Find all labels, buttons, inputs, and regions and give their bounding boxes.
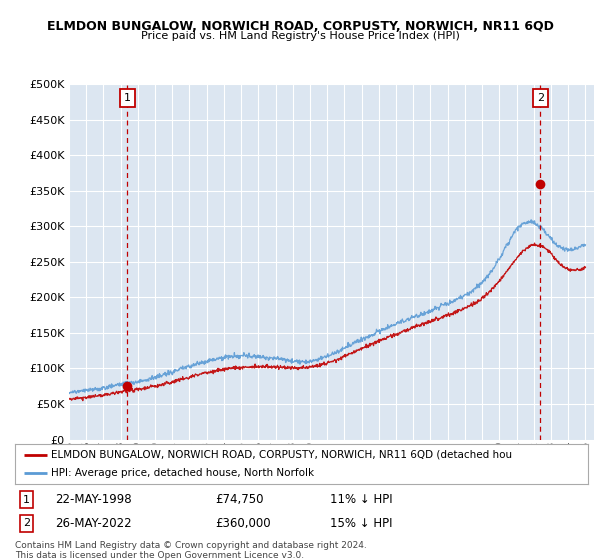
Text: £360,000: £360,000: [215, 517, 271, 530]
Text: 2: 2: [537, 93, 544, 103]
Text: 2: 2: [23, 518, 30, 528]
Text: 1: 1: [124, 93, 131, 103]
Text: ELMDON BUNGALOW, NORWICH ROAD, CORPUSTY, NORWICH, NR11 6QD: ELMDON BUNGALOW, NORWICH ROAD, CORPUSTY,…: [47, 20, 553, 32]
Text: 26-MAY-2022: 26-MAY-2022: [55, 517, 132, 530]
Text: HPI: Average price, detached house, North Norfolk: HPI: Average price, detached house, Nort…: [50, 468, 314, 478]
Text: £74,750: £74,750: [215, 493, 264, 506]
Text: Contains HM Land Registry data © Crown copyright and database right 2024.
This d: Contains HM Land Registry data © Crown c…: [15, 541, 367, 560]
Text: 11% ↓ HPI: 11% ↓ HPI: [330, 493, 393, 506]
Text: Price paid vs. HM Land Registry's House Price Index (HPI): Price paid vs. HM Land Registry's House …: [140, 31, 460, 41]
Text: 1: 1: [23, 494, 30, 505]
Text: 22-MAY-1998: 22-MAY-1998: [55, 493, 132, 506]
Text: 15% ↓ HPI: 15% ↓ HPI: [330, 517, 392, 530]
Text: ELMDON BUNGALOW, NORWICH ROAD, CORPUSTY, NORWICH, NR11 6QD (detached hou: ELMDON BUNGALOW, NORWICH ROAD, CORPUSTY,…: [50, 450, 512, 460]
